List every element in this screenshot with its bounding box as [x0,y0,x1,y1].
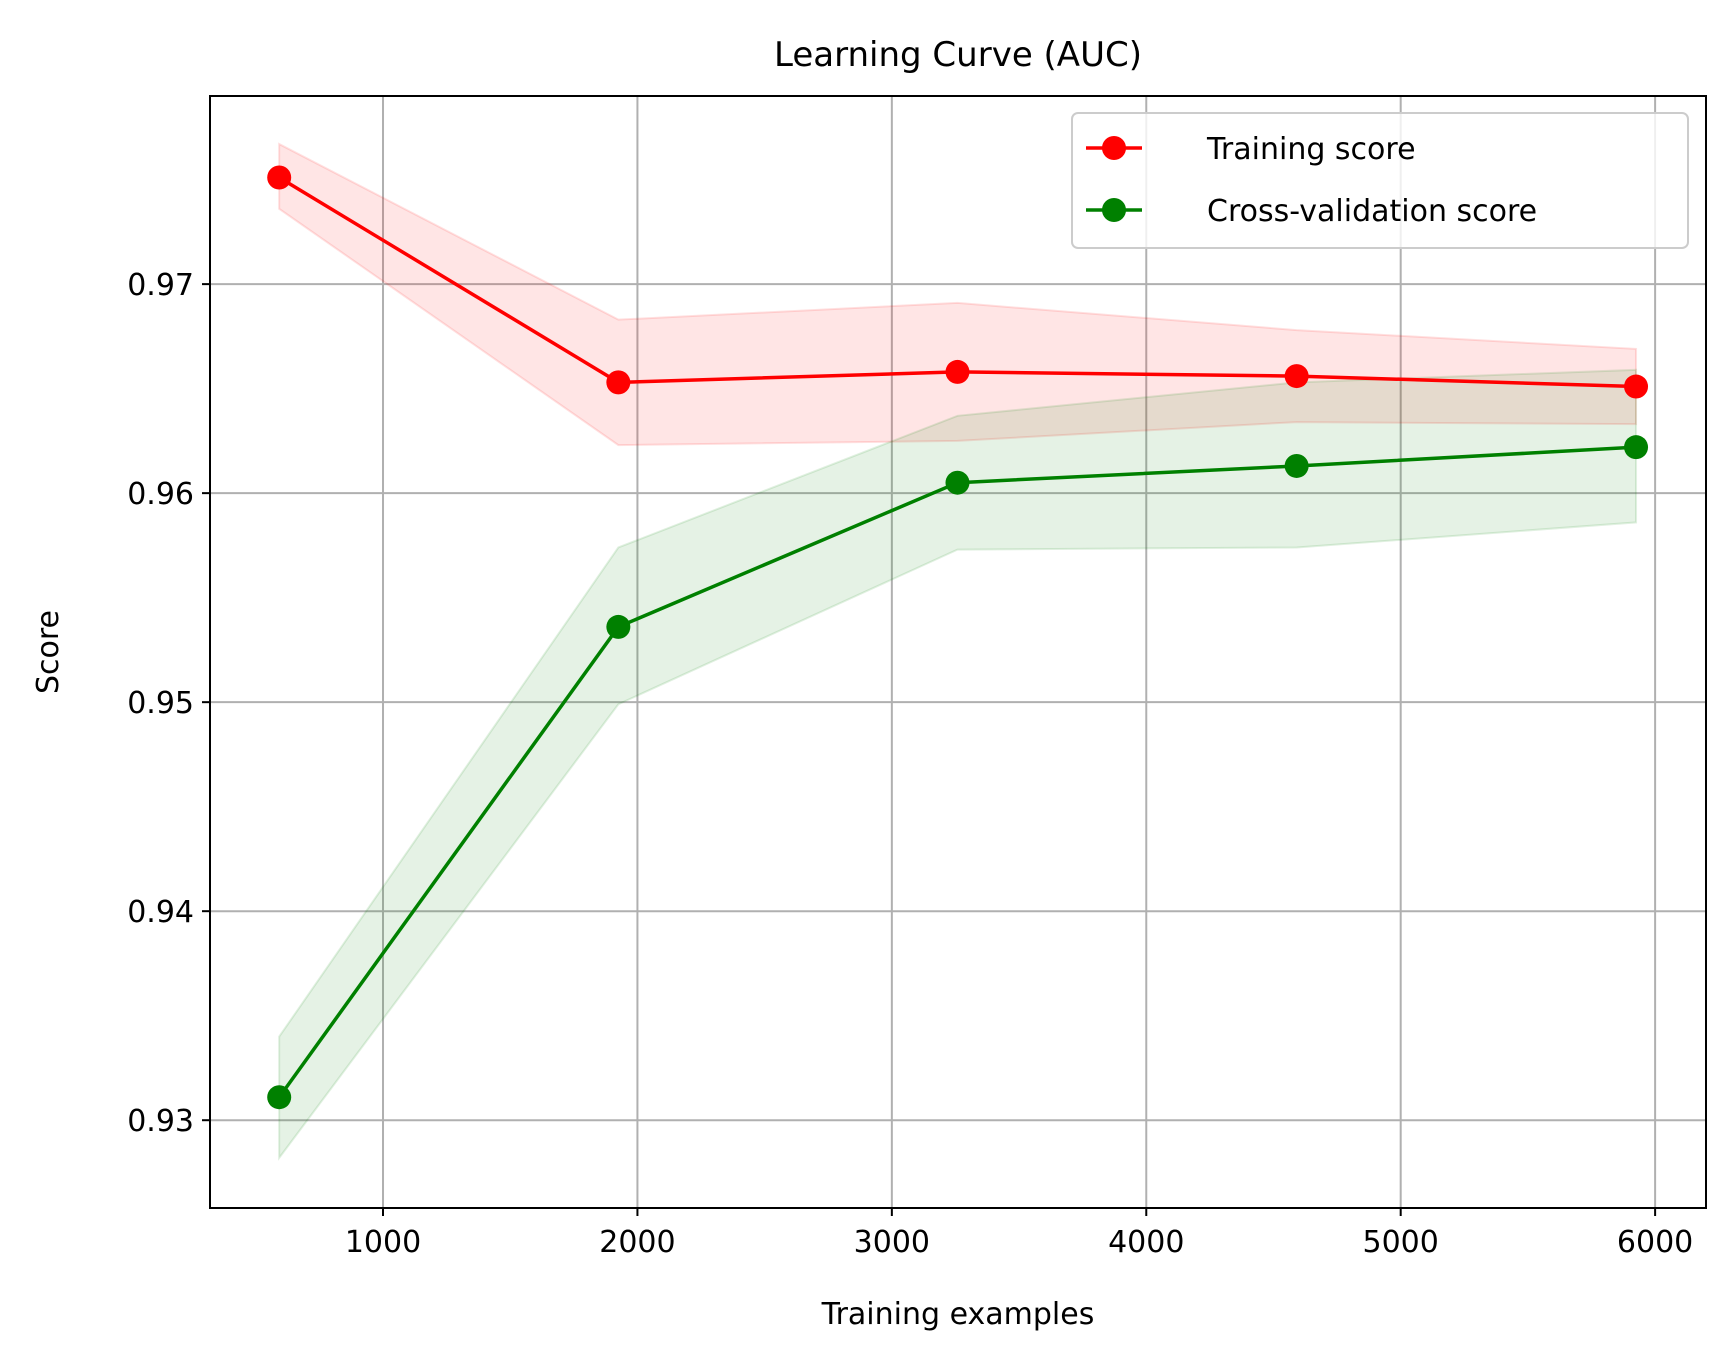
legend-marker [1102,136,1126,160]
data-point [1624,374,1649,399]
data-point [1624,435,1649,460]
data-point [945,470,970,495]
y-tick-label: 0.93 [127,1104,194,1139]
data-point [1284,453,1309,478]
legend-marker [1102,198,1126,222]
data-point [945,359,970,384]
y-tick-label: 0.94 [127,895,194,930]
chart-title: Learning Curve (AUC) [774,35,1142,75]
x-tick-label: 1000 [345,1225,421,1260]
axis-ticks: 1000 2000 3000 4000 5000 6000 0.93 0.94 0.95 0.96… [127,268,1693,1260]
x-tick-label: 4000 [1108,1225,1184,1260]
y-tick-label: 0.96 [127,477,194,512]
x-tick-label: 3000 [854,1225,930,1260]
legend: Training score Cross-validation score [1071,112,1689,249]
data-point [606,370,631,395]
data-point [267,1085,292,1110]
y-tick-label: 0.95 [127,686,194,721]
x-tick-label: 5000 [1363,1225,1439,1260]
legend-box [1071,112,1689,249]
legend-label: Cross-validation score [1207,194,1537,229]
y-axis-label: Score [31,610,66,694]
legend-label: Training score [1206,132,1416,167]
confidence-band-1 [278,368,1638,1161]
plot-frame [209,95,1707,1209]
y-tick-label: 0.97 [127,268,194,303]
series-markers [267,165,1649,1110]
data-point [606,614,631,639]
x-axis-label: Training examples [821,1297,1095,1332]
x-tick-label: 6000 [1617,1225,1693,1260]
data-point [1284,364,1309,389]
data-point [267,165,292,190]
x-tick-label: 2000 [599,1225,675,1260]
